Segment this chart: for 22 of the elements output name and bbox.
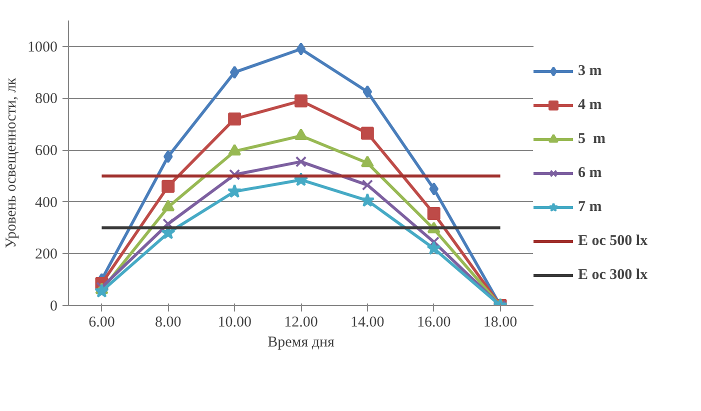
x-tick-label: 8.00 <box>155 314 182 330</box>
legend-label: 4 m <box>578 96 602 114</box>
x-axis-title: Время дня <box>268 334 335 350</box>
y-tick-label: 200 <box>35 246 58 263</box>
x-tick-label: 10.00 <box>218 314 252 330</box>
y-tick-label: 1000 <box>28 39 58 56</box>
legend-label: 6 m <box>578 164 602 182</box>
x-tick-label: 6.00 <box>88 314 115 330</box>
y-tick-label: 600 <box>35 143 58 160</box>
y-tick-label: 0 <box>50 298 58 314</box>
legend-label: E ос 500 lx <box>578 232 648 250</box>
legend-label: 7 m <box>578 198 602 216</box>
x-tick-label: 16.00 <box>416 314 451 330</box>
legend-label: E ос 300 lx <box>578 266 648 284</box>
legend-label: 3 m <box>578 62 602 80</box>
y-tick-label: 800 <box>35 91 58 108</box>
y-tick-label: 400 <box>35 194 58 211</box>
legend-label: 5 m <box>578 130 606 148</box>
x-tick-label: 12.00 <box>284 314 318 330</box>
x-tick-label: 18.00 <box>483 314 518 330</box>
y-axis-title: Уровень освещенности, лк <box>4 77 20 248</box>
x-tick-label: 14.00 <box>350 314 384 330</box>
